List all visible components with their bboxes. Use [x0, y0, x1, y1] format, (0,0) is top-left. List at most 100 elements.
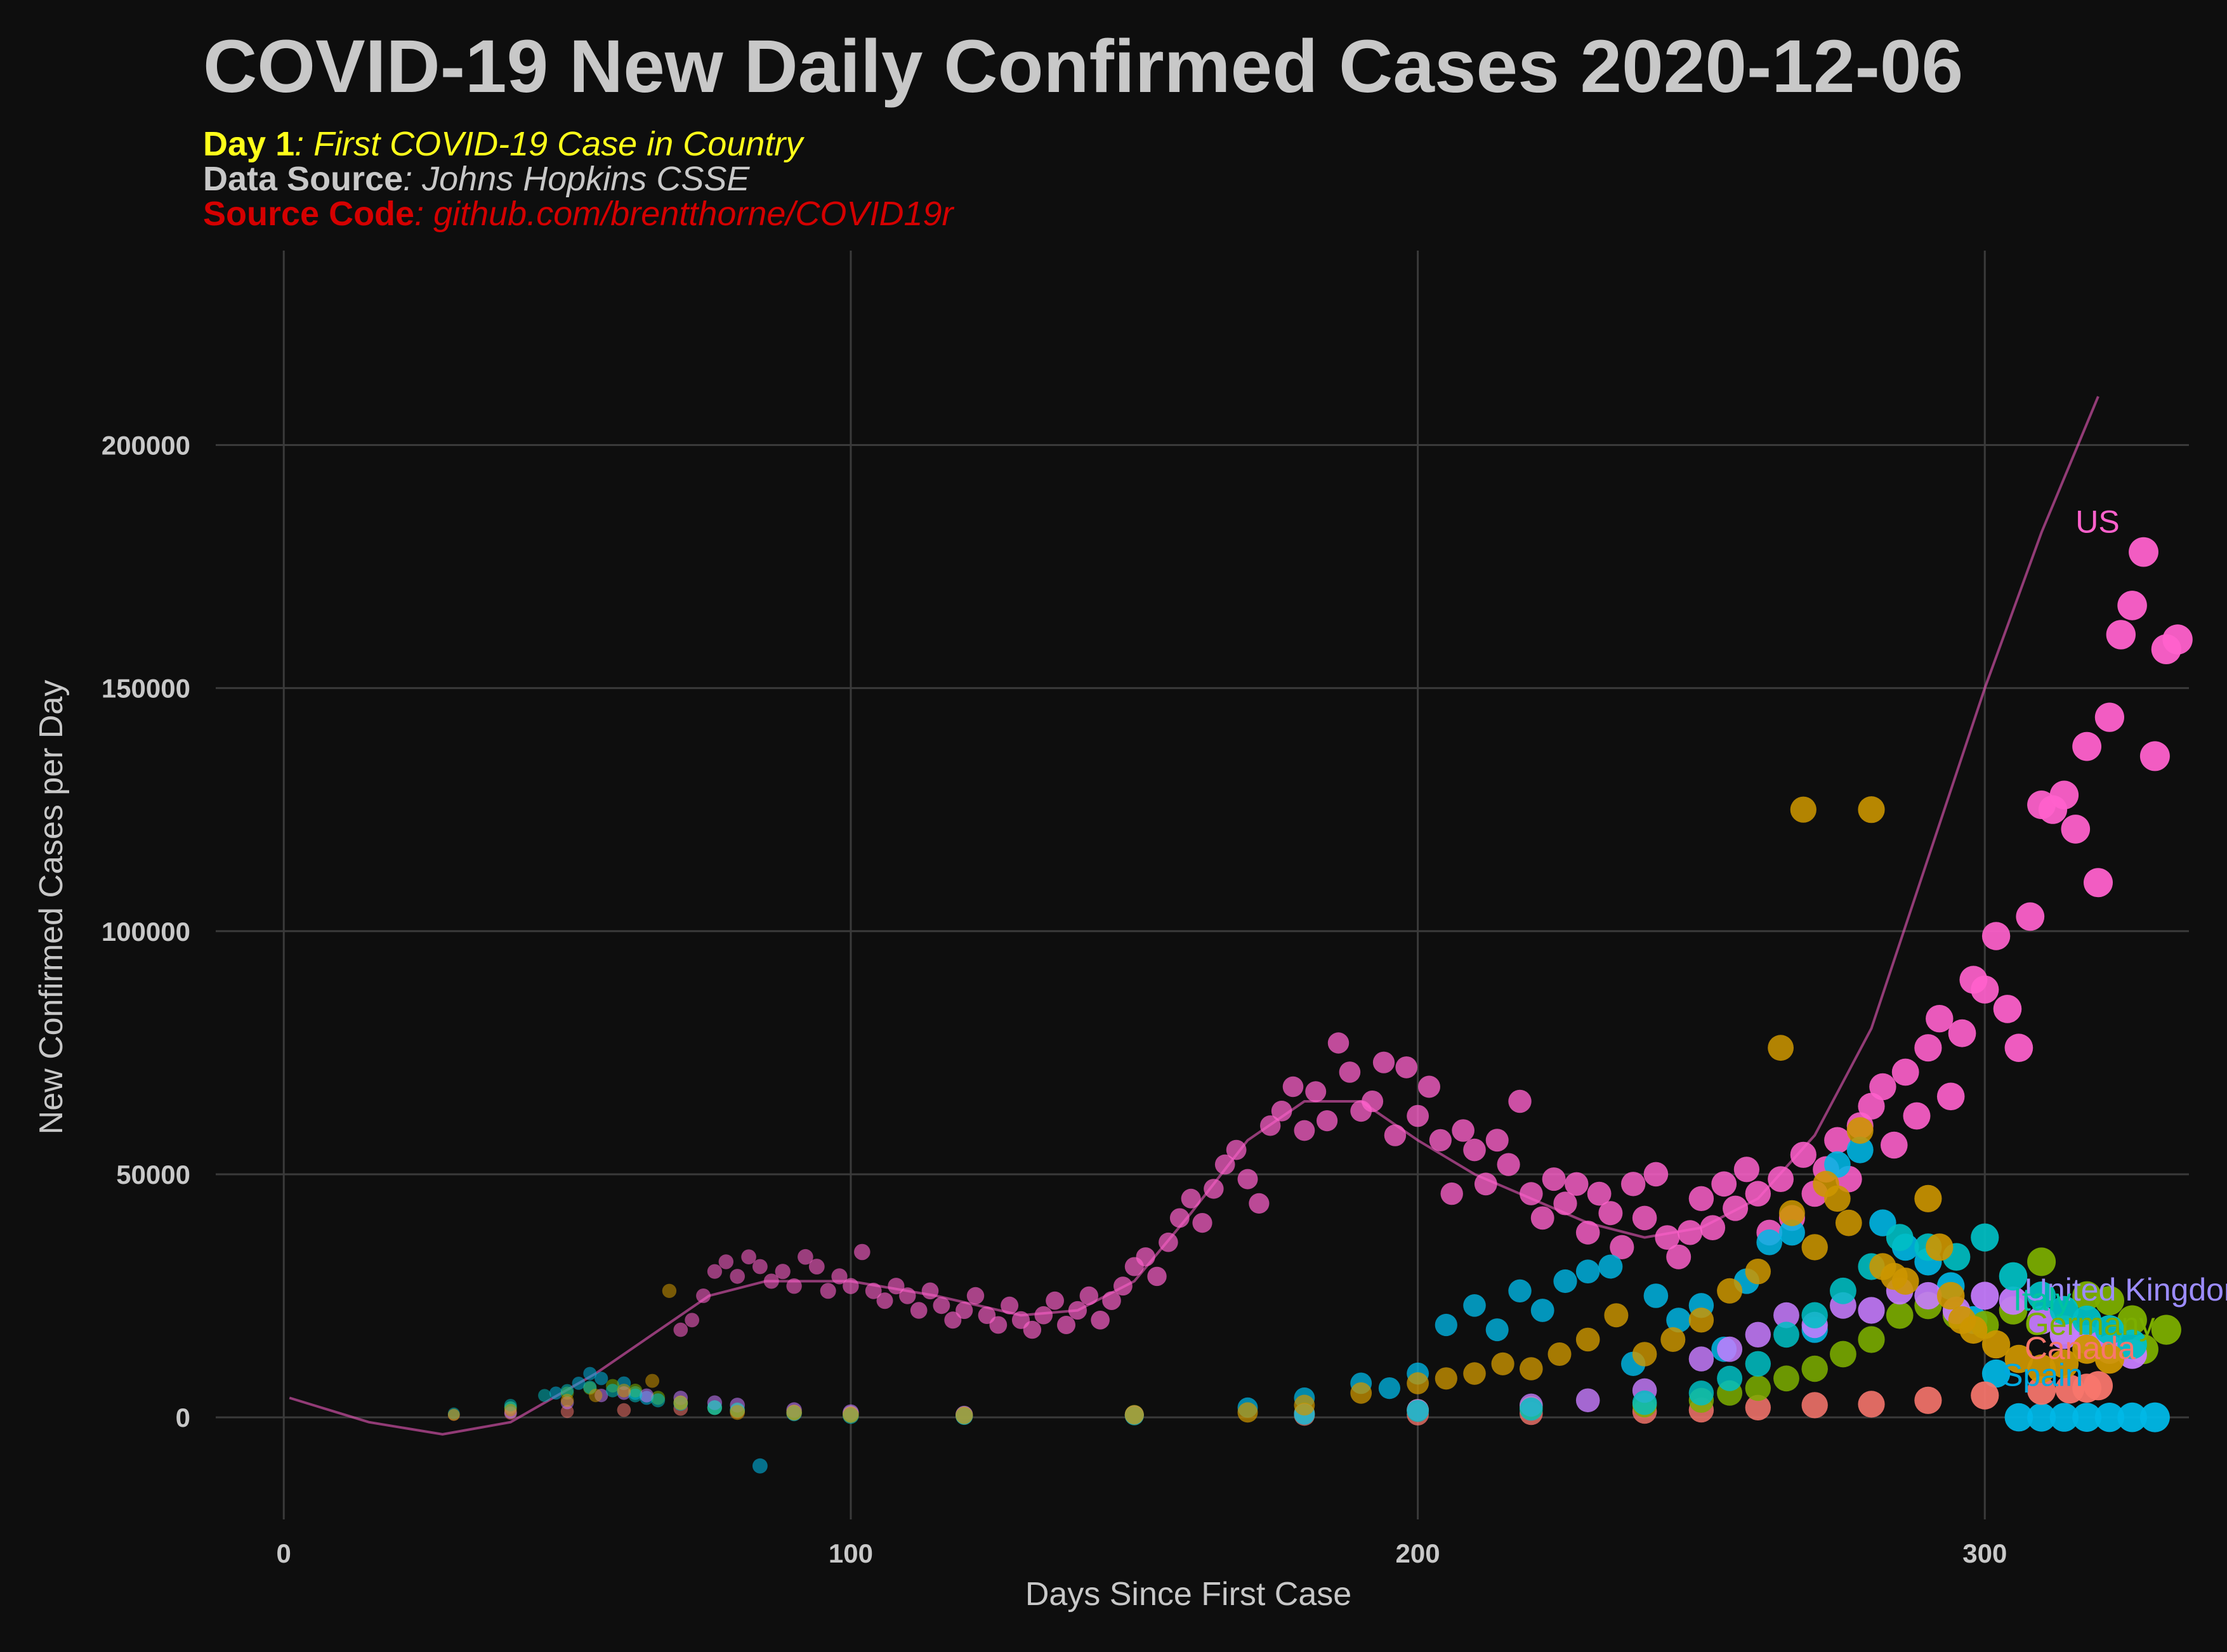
data-point	[1260, 1115, 1281, 1136]
data-point	[1091, 1311, 1110, 1330]
data-point	[1114, 1276, 1133, 1296]
data-point	[651, 1393, 666, 1408]
data-point	[1926, 1233, 1954, 1261]
data-point	[2106, 620, 2136, 650]
data-point	[2027, 1403, 2056, 1432]
data-point	[1520, 1397, 1543, 1421]
data-point	[1237, 1169, 1258, 1190]
data-point	[1971, 1381, 1999, 1410]
data-point	[1824, 1127, 1851, 1154]
x-tick-label: 200	[1396, 1538, 1440, 1568]
data-point	[1192, 1213, 1212, 1233]
data-point	[2027, 1354, 2056, 1383]
y-axis-label: New Confirmed Cases per Day	[33, 680, 70, 1135]
data-point	[2027, 1306, 2056, 1335]
data-point	[854, 1243, 870, 1261]
data-point	[1159, 1232, 1178, 1252]
data-point	[876, 1292, 893, 1309]
data-point	[707, 1264, 722, 1279]
data-point	[2084, 1371, 2113, 1401]
data-point	[589, 1389, 603, 1403]
data-point	[1903, 1102, 1931, 1130]
x-tick-label: 100	[829, 1538, 873, 1568]
data-point	[605, 1384, 620, 1398]
data-point	[2072, 1403, 2102, 1432]
data-point	[1835, 1209, 1862, 1236]
data-point	[1520, 1357, 1543, 1380]
data-point	[2117, 1305, 2147, 1335]
data-point	[1745, 1375, 1771, 1401]
data-point	[2151, 1314, 2181, 1345]
y-tick-label: 50000	[116, 1160, 190, 1190]
data-point	[1530, 1299, 1554, 1322]
data-point	[1530, 1206, 1554, 1230]
data-point	[2072, 1281, 2102, 1311]
chart-title: COVID-19 New Daily Confirmed Cases 2020-…	[203, 25, 1963, 108]
data-point	[1508, 1089, 1532, 1113]
data-point	[1745, 1321, 1771, 1347]
data-point	[1858, 796, 1885, 823]
data-point	[1891, 1268, 1919, 1295]
data-point	[1914, 1386, 1942, 1414]
data-point	[2004, 1403, 2033, 1432]
data-point	[1598, 1201, 1623, 1226]
data-point	[1993, 995, 2022, 1023]
data-point	[1452, 1119, 1475, 1142]
data-point	[2049, 780, 2079, 810]
subtitle-source-line: Data Source: Johns Hopkins CSSE	[203, 160, 750, 198]
data-point	[786, 1278, 802, 1294]
data-point	[741, 1249, 756, 1264]
data-point	[2049, 1349, 2079, 1379]
data-point	[1830, 1277, 1856, 1304]
data-points	[447, 537, 2193, 1474]
data-point	[1102, 1291, 1121, 1310]
data-point	[989, 1316, 1008, 1334]
grid	[216, 251, 2189, 1519]
data-point	[1429, 1129, 1452, 1151]
series-label-united-kingdom: United Kingdom	[2025, 1272, 2227, 1308]
data-point	[1124, 1405, 1144, 1425]
data-point	[1768, 1166, 1794, 1192]
data-point	[1587, 1181, 1612, 1206]
data-point	[1745, 1259, 1771, 1285]
data-point	[1700, 1215, 1726, 1240]
data-point	[1981, 922, 2011, 950]
data-point	[1575, 1388, 1600, 1413]
data-point	[1474, 1172, 1497, 1196]
data-point	[1778, 1219, 1805, 1246]
data-point	[1660, 1327, 1686, 1352]
data-point	[1655, 1225, 1680, 1250]
data-point	[1745, 1394, 1771, 1420]
data-point	[1407, 1372, 1429, 1394]
data-point	[1485, 1318, 1509, 1342]
data-point	[447, 1408, 460, 1421]
data-point	[1547, 1342, 1572, 1366]
data-point	[617, 1384, 631, 1398]
data-point	[2049, 1320, 2079, 1349]
data-point	[1463, 1362, 1486, 1385]
data-point	[1858, 1326, 1885, 1353]
data-point	[1981, 1330, 2011, 1359]
data-point	[798, 1249, 813, 1265]
data-point	[1508, 1279, 1532, 1302]
data-point	[1294, 1394, 1315, 1416]
data-point	[1575, 1259, 1600, 1283]
data-point	[1666, 1244, 1692, 1269]
data-point	[1886, 1224, 1914, 1251]
data-point	[1282, 1076, 1304, 1098]
data-point	[1666, 1308, 1692, 1333]
data-point	[1914, 1184, 1942, 1212]
data-point	[2094, 702, 2124, 732]
data-point	[1395, 1056, 1417, 1078]
data-point	[1745, 1181, 1771, 1207]
data-point	[1858, 1092, 1885, 1120]
data-point	[1891, 1058, 1919, 1086]
data-point	[1971, 1223, 1999, 1252]
y-tick-label: 0	[176, 1403, 190, 1432]
series-label-spain: Spain	[2002, 1357, 2083, 1393]
data-point	[956, 1406, 973, 1424]
data-point	[1384, 1124, 1407, 1146]
data-point	[956, 1301, 973, 1320]
data-point	[1485, 1129, 1509, 1152]
